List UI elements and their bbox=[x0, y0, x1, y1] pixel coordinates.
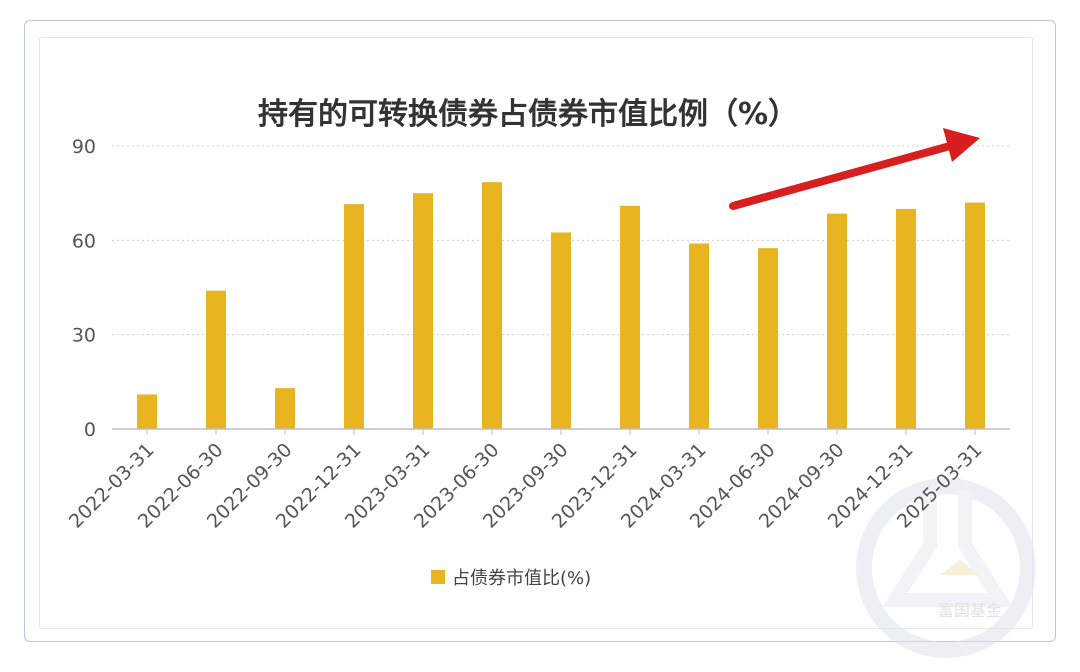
watermark-roof-icon bbox=[940, 560, 980, 575]
y-tick-label: 90 bbox=[72, 136, 96, 158]
bars bbox=[137, 182, 985, 429]
bar-2024-06-30 bbox=[758, 248, 778, 429]
y-tick-label: 30 bbox=[72, 325, 96, 347]
trend-arrow-head bbox=[943, 128, 980, 162]
y-axis: 0 30 60 90 bbox=[72, 136, 96, 441]
watermark-flask-icon bbox=[882, 490, 1013, 607]
bar-2023-06-30 bbox=[482, 182, 502, 429]
bar-2024-09-30 bbox=[827, 213, 847, 429]
trend-arrow-annotation bbox=[729, 128, 980, 210]
legend: 占债券市值比(%) bbox=[431, 568, 591, 589]
bar-2022-03-31 bbox=[137, 394, 157, 429]
bar-2022-09-30 bbox=[275, 388, 295, 429]
trend-arrow-shaft bbox=[729, 142, 954, 210]
watermark-text: 富国基金 bbox=[938, 601, 1002, 620]
x-axis: 2022-03-312022-06-302022-09-302022-12-31… bbox=[65, 429, 987, 533]
bar-2024-12-31 bbox=[896, 208, 916, 429]
bar-2022-06-30 bbox=[206, 290, 226, 429]
bar-2024-03-31 bbox=[689, 243, 709, 429]
bar-2023-03-31 bbox=[413, 193, 433, 429]
bar-2022-12-31 bbox=[344, 204, 364, 429]
legend-label: 占债券市值比(%) bbox=[452, 568, 591, 589]
y-tick-label: 0 bbox=[84, 419, 96, 441]
watermark-logo: 富国基金 bbox=[856, 478, 1036, 658]
y-tick-label: 60 bbox=[72, 230, 96, 252]
bar-2025-03-31 bbox=[965, 202, 985, 429]
bar-2023-09-30 bbox=[551, 232, 571, 429]
bar-2023-12-31 bbox=[620, 205, 640, 429]
legend-swatch bbox=[431, 570, 445, 584]
watermark-ring-icon bbox=[856, 478, 1036, 658]
chart-title: 持有的可转换债券占债券市值比例（%） bbox=[258, 97, 798, 132]
